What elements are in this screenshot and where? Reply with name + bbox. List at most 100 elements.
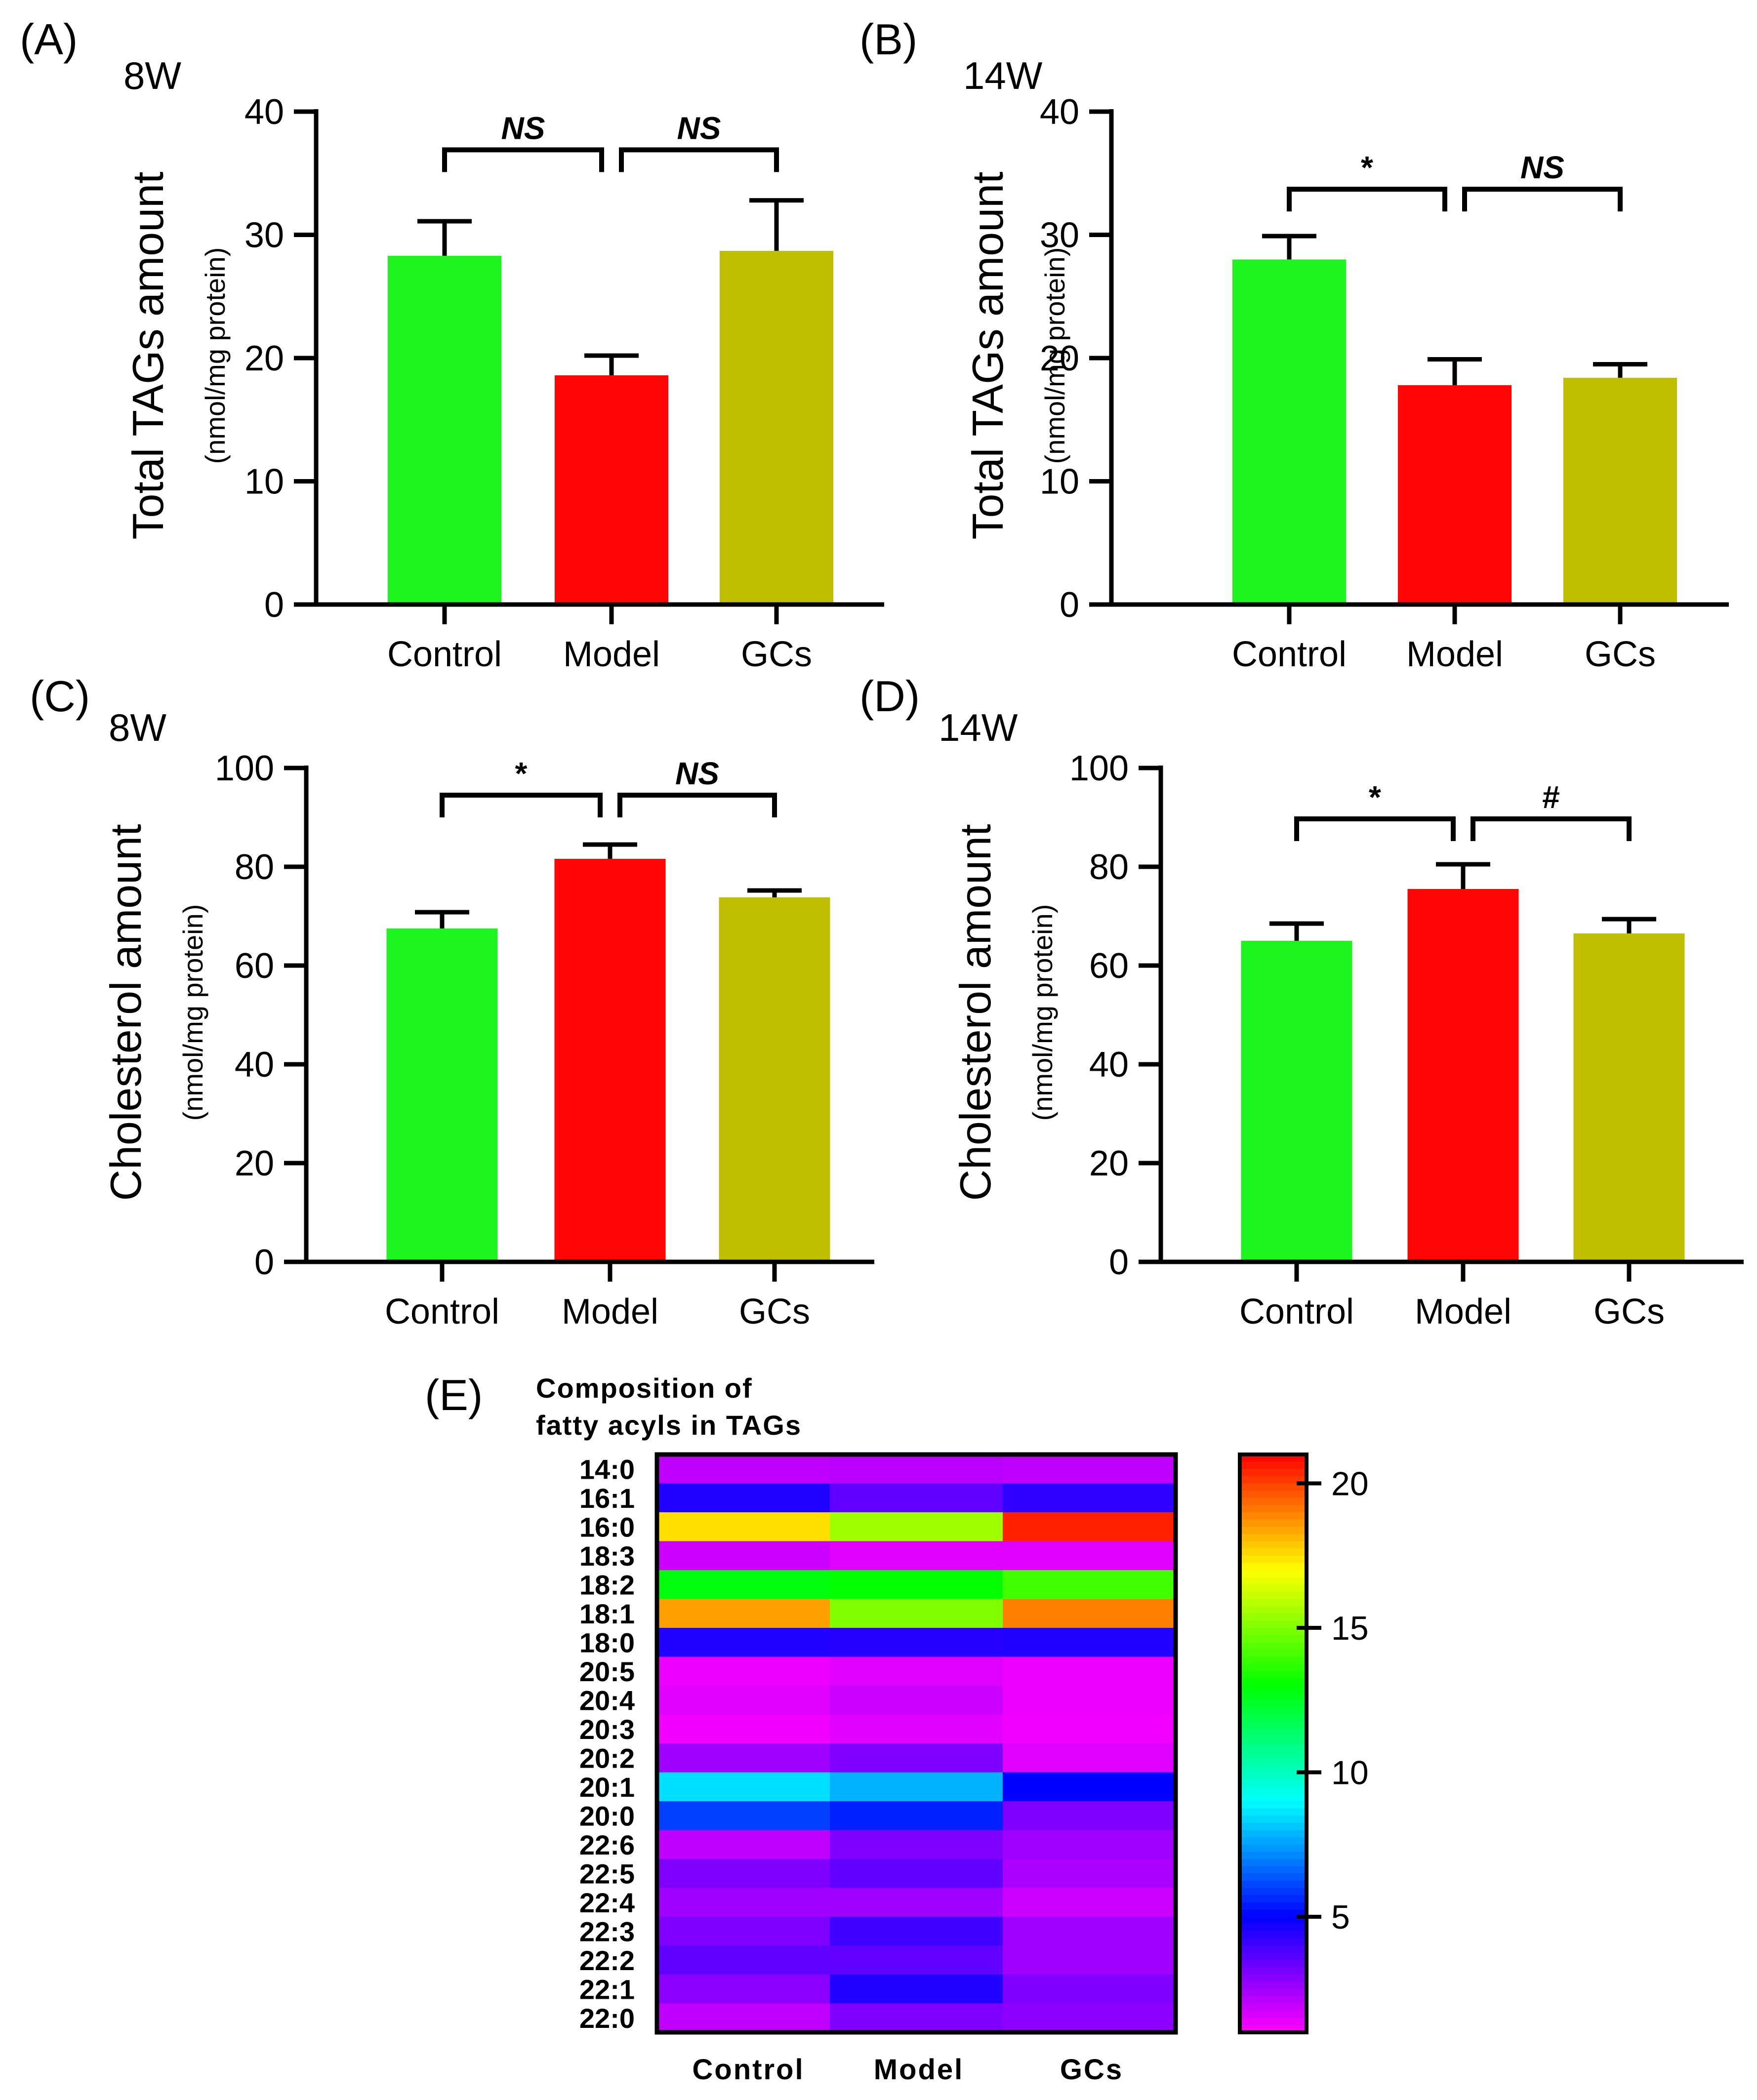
colorbar-segment	[1240, 2011, 1307, 2019]
panel-c-label: (C)	[30, 672, 90, 721]
panel-a-ylabel-units: (nmol/mg protein)	[200, 247, 231, 464]
significance-bracket-d-1	[1471, 816, 1632, 841]
y-tick-label-b-30: 30	[1040, 216, 1079, 255]
significance-bracket-b-0	[1287, 187, 1447, 212]
heatmap-row-label: 14:0	[579, 1454, 635, 1485]
colorbar-segment	[1240, 1649, 1307, 1657]
significance-label-b-0: *	[1361, 150, 1373, 185]
heatmap-cell	[830, 1483, 1003, 1513]
heatmap-cell	[657, 1656, 830, 1686]
y-tick-label-c-60: 60	[235, 946, 274, 986]
heatmap-cell	[1003, 1772, 1176, 1802]
colorbar-segment	[1240, 1816, 1307, 1823]
heatmap-cell	[830, 1772, 1003, 1802]
colorbar-segment	[1240, 1541, 1307, 1549]
colorbar-segment	[1240, 1707, 1307, 1715]
bar-a-gcs	[720, 250, 833, 605]
colorbar-segment	[1240, 1880, 1307, 1888]
heatmap-cell	[1003, 1975, 1176, 2004]
bar-a-control	[388, 255, 501, 605]
colorbar-segment	[1240, 1469, 1307, 1477]
panel-d-ylabel-units: (nmol/mg protein)	[1027, 904, 1058, 1121]
y-tick-label-a-10: 10	[245, 462, 284, 502]
significance-bracket-d-0	[1294, 816, 1456, 841]
colorbar-segment	[1240, 1960, 1307, 1968]
heatmap-row-label: 22:3	[579, 1916, 635, 1947]
colorbar-segment	[1240, 1714, 1307, 1722]
colorbar-segment	[1240, 1743, 1307, 1751]
heatmap-cell	[1003, 1541, 1176, 1571]
heatmap-row-label: 22:1	[579, 1974, 635, 2005]
heatmap-cell	[830, 1686, 1003, 1715]
colorbar-segment	[1240, 1491, 1307, 1498]
heatmap-cell	[657, 1945, 830, 1975]
significance-label-c-0: *	[515, 756, 528, 791]
y-tick-label-d-0: 0	[1109, 1243, 1129, 1282]
heatmap-cell	[657, 1686, 830, 1715]
heatmap-cell	[657, 1772, 830, 1802]
panel-c-subtitle: 8W	[109, 706, 166, 749]
colorbar-segment	[1240, 1866, 1307, 1874]
colorbar-segment	[1240, 1656, 1307, 1664]
heatmap-cell	[657, 1454, 830, 1484]
colorbar-segment	[1240, 1729, 1307, 1737]
colorbar-segment	[1240, 1844, 1307, 1852]
panel-e-title-line-1: Composition of	[536, 1373, 753, 1404]
bar-c-model	[554, 859, 666, 1262]
colorbar-segment	[1240, 1678, 1307, 1686]
heatmap-cell	[830, 1656, 1003, 1686]
panel-e-label: (E)	[425, 1371, 483, 1419]
heatmap-cell	[1003, 1714, 1176, 1744]
colorbar-segment	[1240, 1512, 1307, 1520]
colorbar-tick-label: 10	[1331, 1754, 1369, 1792]
colorbar-segment	[1240, 1534, 1307, 1541]
panel-a-subtitle: 8W	[123, 54, 181, 97]
heatmap-cell	[830, 1917, 1003, 1946]
colorbar-tick-label: 5	[1331, 1898, 1350, 1936]
colorbar-segment	[1240, 1519, 1307, 1527]
y-tick-label-d-40: 40	[1089, 1045, 1129, 1085]
heatmap-row-label: 22:0	[579, 2003, 635, 2034]
heatmap-cell	[830, 1599, 1003, 1628]
y-tick-label-b-20: 20	[1040, 339, 1079, 378]
y-tick-label-b-10: 10	[1040, 462, 1079, 502]
heatmap-cell	[1003, 1686, 1176, 1715]
colorbar-segment	[1240, 1808, 1307, 1816]
panel-a-ylabel: Total TAGs amount	[123, 171, 172, 539]
heatmap-row-label: 18:0	[579, 1627, 635, 1658]
significance-label-a-1: NS	[677, 110, 721, 146]
heatmap-cell	[657, 1541, 830, 1571]
panel-c-ylabel-units: (nmol/mg protein)	[177, 904, 208, 1121]
colorbar-segment	[1240, 1476, 1307, 1484]
heatmap-row-label: 16:1	[579, 1483, 635, 1514]
significance-bracket-a-0	[442, 147, 604, 172]
colorbar-segment	[1240, 1577, 1307, 1585]
heatmap-cell	[1003, 2003, 1176, 2033]
bar-c-gcs	[719, 897, 830, 1262]
heatmap-row-label: 20:0	[579, 1800, 635, 1831]
heatmap-cell	[830, 1714, 1003, 1744]
colorbar-segment	[1240, 1924, 1307, 1932]
panel-d-label: (D)	[859, 672, 920, 721]
colorbar-tick-label: 20	[1331, 1465, 1369, 1503]
colorbar-segment	[1240, 1613, 1307, 1621]
x-tick-label-c-control: Control	[385, 1292, 499, 1332]
heatmap-cell	[657, 1628, 830, 1657]
y-tick-label-c-20: 20	[235, 1144, 274, 1183]
y-tick-label-c-80: 80	[235, 848, 274, 887]
heatmap-cell	[1003, 1888, 1176, 1917]
colorbar-segment	[1240, 1736, 1307, 1744]
heatmap-cell	[657, 1714, 830, 1744]
colorbar-segment	[1240, 1620, 1307, 1628]
heatmap-cell	[1003, 1628, 1176, 1657]
heatmap-cell	[1003, 1656, 1176, 1686]
significance-label-d-0: *	[1369, 779, 1381, 815]
bar-b-model	[1398, 385, 1512, 605]
colorbar-segment	[1240, 1483, 1307, 1491]
heatmap-cell	[830, 1454, 1003, 1484]
heatmap-cell	[657, 1830, 830, 1859]
significance-label-a-0: NS	[501, 110, 545, 146]
bar-d-control	[1241, 941, 1352, 1262]
colorbar-segment	[1240, 1555, 1307, 1563]
panel-d-subtitle: 14W	[939, 706, 1018, 749]
